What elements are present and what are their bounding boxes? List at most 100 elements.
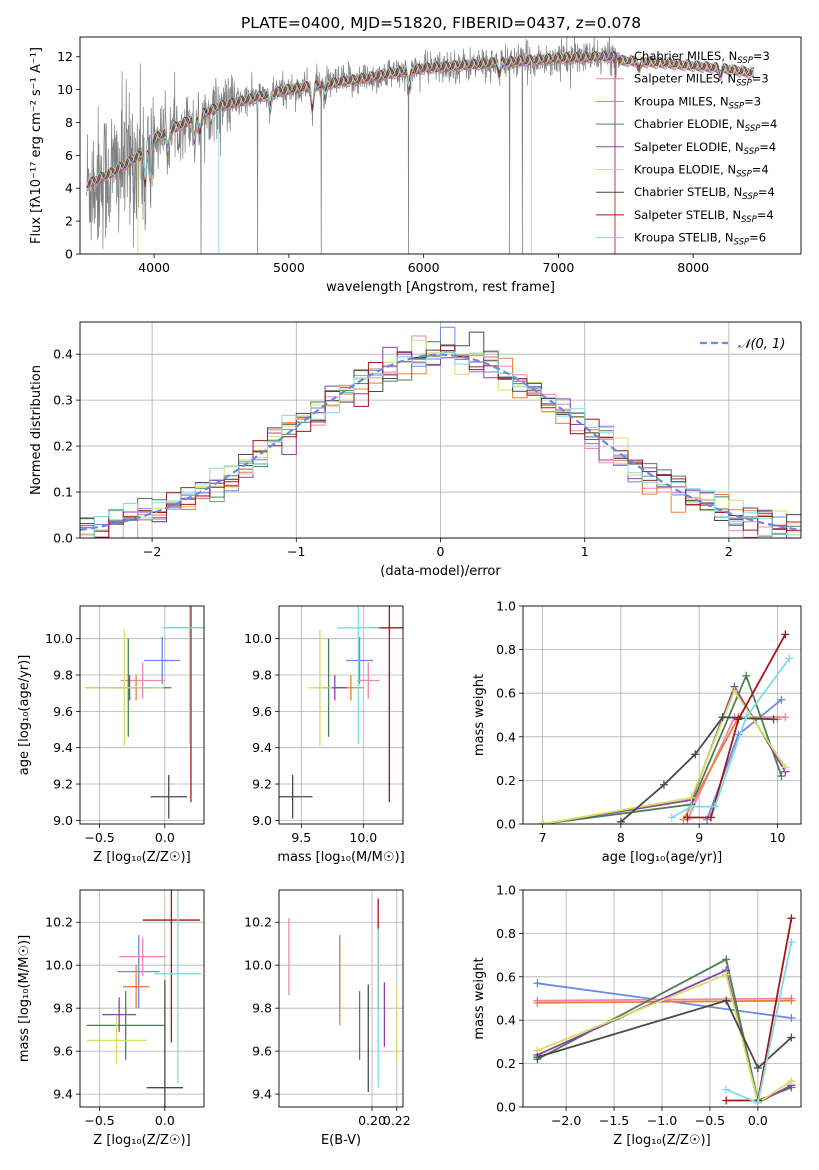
spectrum-ytick-label: 10 — [57, 82, 73, 97]
weight-vs-age-marker-salpeter-stelib — [781, 630, 790, 639]
weight-vs-age-line-salpeter-miles — [686, 716, 786, 820]
spectrum-model-chabrier-stelib — [86, 51, 755, 188]
mass-vs-ebv-ytick-label: 9.8 — [252, 1001, 272, 1016]
spectrum-model-kroupa-stelib — [86, 50, 755, 186]
mass-vs-ebv-xtick-label: 0.22 — [383, 1113, 411, 1128]
age-vs-Z-ytick-label: 9.6 — [53, 704, 73, 719]
weight-vs-age-line-kroupa-miles — [682, 716, 778, 821]
weight-vs-age-xtick-label: 8 — [617, 830, 625, 845]
mass-vs-Z-plot-area — [86, 890, 202, 1107]
weight-vs-age-marker-kroupa-stelib — [785, 654, 794, 663]
age-vs-mass-ytick-label: 9.8 — [252, 668, 272, 683]
weight-vs-age-xtick-label: 10 — [770, 830, 786, 845]
gaussian-legend-label: 𝒩(0, 1) — [738, 337, 785, 352]
weight-vs-Z-xtick-label: −2.0 — [551, 1113, 581, 1128]
weight-vs-age-marker-kroupa-elodie — [781, 763, 790, 772]
age-vs-mass-ytick-label: 9.6 — [252, 704, 272, 719]
age-vs-mass-ytick-label: 9.2 — [252, 777, 272, 792]
spectrum-ytick-label: 12 — [57, 49, 73, 64]
age-vs-mass-plot-area — [279, 606, 403, 819]
age-vs-Z-ylabel: age [log₁₀(age/yr)] — [17, 655, 32, 776]
spectrum-ytick-label: 2 — [65, 214, 73, 229]
spectrum-ytick-label: 4 — [65, 181, 73, 196]
legend-sub: SSP — [736, 79, 752, 89]
weight-vs-age-marker-chabrier-stelib — [718, 713, 727, 722]
weight-vs-age-line-salpeter-stelib — [687, 633, 787, 819]
weight-vs-Z-marker-kroupa-elodie — [722, 970, 731, 979]
weight-vs-age-ytick-label: 0.8 — [496, 642, 516, 657]
spectrum-frame — [79, 36, 802, 255]
legend-suffix: =3 — [752, 72, 769, 86]
age-vs-mass-xtick-label: 10.0 — [349, 830, 377, 845]
weight-vs-Z-marker-chabrier-elodie — [722, 955, 731, 964]
legend-label-salpeter-stelib: Salpeter STELIB, NSSP=4 — [634, 208, 774, 225]
spectrum-xlabel: wavelength [Angstrom, rest frame] — [326, 280, 555, 295]
weight-vs-Z-line-chabrier-miles — [537, 982, 792, 1019]
weight-vs-Z-line-kroupa-elodie — [537, 973, 792, 1105]
spectrum-xtick-label: 7000 — [543, 260, 575, 275]
weight-vs-age-marker-salpeter-stelib — [706, 813, 715, 822]
hist-salpeter-stelib — [80, 345, 801, 538]
weight-vs-Z-ytick-label: 0.2 — [496, 1056, 516, 1071]
legend-sub: SSP — [734, 238, 750, 248]
residuals-ytick-label: 0.4 — [53, 347, 73, 362]
weight-vs-Z-line-chabrier-stelib — [537, 999, 793, 1070]
weight-vs-Z-marker-chabrier-miles — [787, 1014, 796, 1023]
weight-vs-age-marker-chabrier-stelib — [616, 817, 625, 824]
weight-vs-age-frame — [522, 605, 802, 825]
residuals-axes: −2 −1 0 1 2 0.0 0.1 0.2 0.3 0.4 (data-model)/error… — [29, 322, 801, 579]
weight-vs-Z-line-kroupa-miles — [537, 999, 792, 1004]
residuals-ytick-label: 0.3 — [53, 393, 73, 408]
age-vs-Z-axes: −0.5 0.0 9.0 9.2 9.4 9.6 9.8 10.0 Z [log₁₀(Z/Z☉)… — [17, 606, 204, 865]
legend-label-kroupa-elodie: Kroupa ELODIE, NSSP=4 — [634, 163, 769, 180]
legend-suffix: =6 — [749, 231, 766, 245]
mass-vs-ebv-ytick-label: 9.6 — [252, 1044, 272, 1059]
residuals-ytick-label: 0.2 — [53, 439, 73, 454]
mass-vs-ebv-frame — [278, 889, 404, 1108]
legend-sub: SSP — [741, 215, 757, 225]
mass-vs-ebv-axes: 0.200.22 9.4 9.6 9.8 10.0 10.2 E(B-V) — [244, 890, 411, 1148]
age-vs-mass-ytick-label: 9.4 — [252, 740, 272, 755]
residuals-xtick-label: −1 — [287, 544, 305, 559]
age-vs-mass-axes: 9.5 10.0 9.0 9.2 9.4 9.6 9.8 10.0 mass [log₁₀(M/… — [244, 606, 405, 865]
age-vs-Z-ytick-label: 9.0 — [53, 813, 73, 828]
weight-vs-age-axes: 7 8 9 10 0.0 0.2 0.4 0.6 0.8 1.0 age [log₁₀(age/yr… — [472, 599, 801, 865]
weight-vs-age-marker-salpeter-stelib — [683, 813, 692, 822]
weight-vs-Z-xtick-label: −0.5 — [695, 1113, 725, 1128]
weight-vs-Z-ytick-label: 0.8 — [496, 926, 516, 941]
mass-vs-ebv-ytick-label: 9.4 — [252, 1087, 272, 1102]
weight-vs-age-marker-kroupa-elodie — [730, 687, 739, 696]
weight-vs-age-marker-chabrier-elodie — [742, 671, 751, 680]
mass-vs-ebv-xlabel: E(B-V) — [321, 1133, 361, 1148]
residuals-frame — [79, 321, 802, 539]
age-vs-Z-ytick-label: 10.0 — [45, 631, 73, 646]
residuals-xlabel: (data-model)/error — [380, 564, 501, 579]
residuals-xtick-label: −2 — [143, 544, 161, 559]
weight-vs-Z-xtick-label: −1.0 — [647, 1113, 677, 1128]
legend-sub: SSP — [736, 170, 752, 180]
spectrum-ytick-label: 8 — [65, 115, 73, 130]
weight-vs-Z-marker-chabrier-miles — [533, 979, 542, 988]
spectrum-axes: 4000 5000 6000 7000 8000 0 2 4 6 8 10 12 wavelength … — [29, 47, 709, 295]
mass-vs-Z-axes: −0.5 0.0 9.4 9.6 9.8 10.0 10.2 Z [log₁₀(Z/Z☉)] m… — [17, 890, 204, 1148]
weight-vs-Z-marker-kroupa-stelib — [753, 1098, 762, 1107]
legend-sub: SSP — [737, 56, 753, 66]
weight-vs-Z-marker-salpeter-stelib — [722, 1096, 731, 1105]
weight-vs-Z-marker-kroupa-stelib — [722, 1085, 731, 1094]
weight-vs-Z-ylabel: mass weight — [472, 957, 487, 1039]
weight-vs-Z-ytick-label: 0.0 — [496, 1100, 516, 1115]
weight-vs-Z-xtick-label: 0.0 — [748, 1113, 768, 1128]
weight-vs-age-xtick-label: 9 — [695, 830, 703, 845]
legend-label-kroupa-miles: Kroupa MILES, NSSP=3 — [634, 94, 761, 111]
age-vs-Z-ytick-label: 9.2 — [53, 777, 73, 792]
spectrum-xtick-label: 4000 — [138, 260, 170, 275]
hist-chabrier-elodie — [80, 341, 801, 532]
weight-vs-Z-xlabel: Z [log₁₀(Z/Z☉)] — [613, 1133, 710, 1148]
mass-vs-Z-ytick-label: 10.0 — [45, 958, 73, 973]
legend-suffix: =4 — [752, 163, 769, 177]
legend-label-salpeter-miles: Salpeter MILES, NSSP=3 — [634, 72, 769, 89]
age-vs-Z-frame — [79, 605, 205, 825]
weight-vs-age-marker-chabrier-elodie — [777, 772, 786, 781]
weight-vs-age-ytick-label: 0.6 — [496, 686, 516, 701]
